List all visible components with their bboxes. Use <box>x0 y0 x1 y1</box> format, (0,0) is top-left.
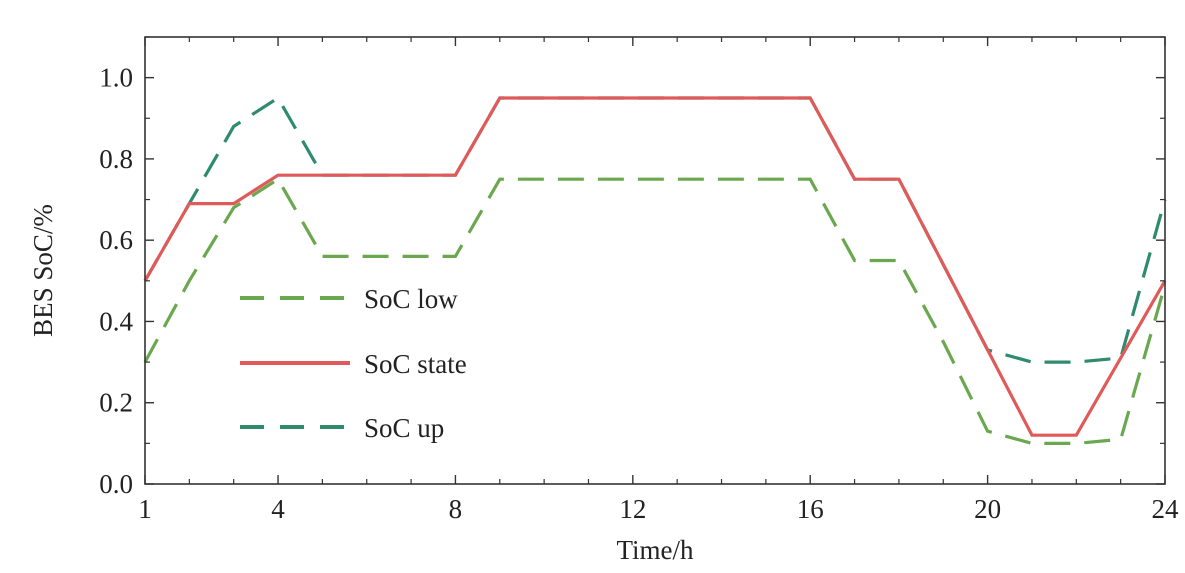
series-layer <box>143 95 1167 445</box>
x-tick-label: 24 <box>1152 494 1180 524</box>
y-tick-label: 0.4 <box>99 306 133 336</box>
x-tick-label: 16 <box>797 494 824 524</box>
ticks-layer <box>144 36 1166 485</box>
x-tick-label: 1 <box>138 494 152 524</box>
series-line-soc-state <box>143 96 1167 437</box>
legend-label: SoC up <box>364 413 444 443</box>
legend-label: SoC state <box>364 349 467 379</box>
y-tick-label: 0.6 <box>99 225 133 255</box>
y-tick-label: 1.0 <box>99 63 133 93</box>
x-tick-label: 4 <box>271 494 285 524</box>
y-tick-label: 0.0 <box>99 469 133 499</box>
plot-frame <box>144 36 1166 485</box>
x-tick-label: 20 <box>974 494 1001 524</box>
series-line-soc-low <box>143 176 1167 445</box>
x-tick-label: 12 <box>619 494 646 524</box>
legend-label: SoC low <box>364 284 458 314</box>
legend: SoC low SoC state SoC up <box>240 284 467 443</box>
y-tick-label: 0.8 <box>99 144 133 174</box>
y-axis-title: BES SoC/% <box>28 204 58 337</box>
x-tick-label: 8 <box>449 494 463 524</box>
x-axis-title: Time/h <box>616 535 694 565</box>
y-tick-label: 0.2 <box>99 388 133 418</box>
tick-labels-layer: 1 4 8 12 16 20 24 0.0 0.2 0.4 0.6 0.8 1.0 <box>99 63 1179 524</box>
